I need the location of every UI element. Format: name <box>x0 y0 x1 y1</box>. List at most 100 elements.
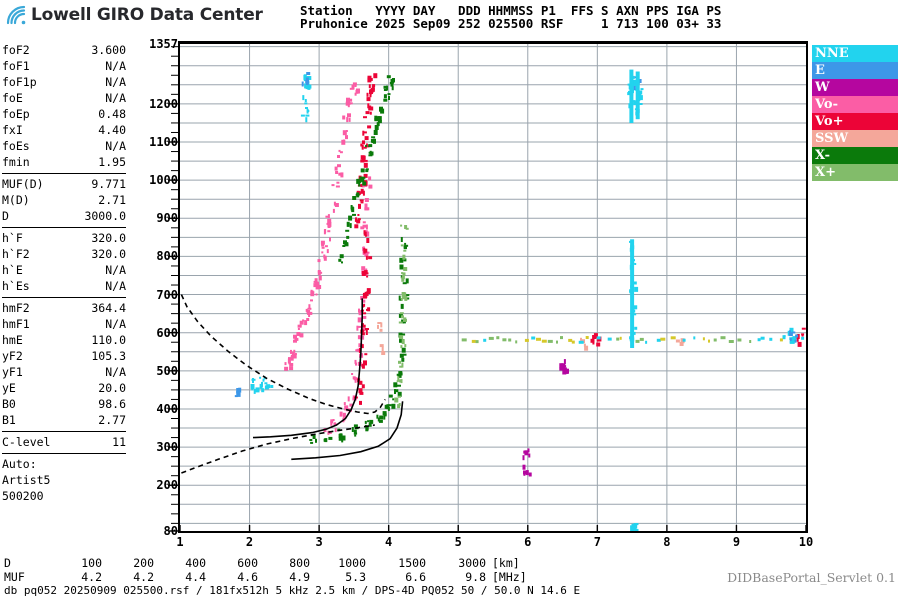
parameter-note: Artist5 <box>2 473 51 487</box>
x-tick-label: 2 <box>245 535 254 549</box>
y-tick-label: 1357 <box>149 37 178 51</box>
lower-dashed-curve <box>181 424 375 474</box>
d-muf-cell: 4.2 <box>81 570 102 584</box>
interference-bar <box>635 71 640 120</box>
d-muf-cell: 1000 <box>338 556 366 570</box>
parameter-row: MUF(D) 9.771 <box>2 176 126 192</box>
series-W <box>522 359 569 477</box>
parameter-value: N/A <box>105 365 126 379</box>
parameter-value: 1.95 <box>98 155 126 169</box>
d-muf-cell: 5.3 <box>345 570 366 584</box>
x-tick-label: 10 <box>798 535 814 549</box>
parameter-row: C-level 11 <box>2 434 126 450</box>
legend-item-e[interactable]: E <box>812 62 898 79</box>
parameter-key: h`Es <box>2 279 30 293</box>
d-muf-cell: 1500 <box>398 556 426 570</box>
parameter-key: B1 <box>2 413 16 427</box>
parameter-key: C-level <box>2 435 51 449</box>
parameter-value: 3.600 <box>91 43 126 57</box>
interference-bar <box>629 69 634 123</box>
y-tick-label: 300 <box>156 440 178 455</box>
legend-item-nne[interactable]: NNE <box>812 45 898 62</box>
d-muf-cell: 600 <box>237 556 258 570</box>
d-muf-cell: 9.8 <box>465 570 486 584</box>
parameter-row: yF2 105.3 <box>2 348 126 364</box>
parameter-value: N/A <box>105 75 126 89</box>
x-tick-label: 3 <box>315 535 323 549</box>
parameter-row: h`F 320.0 <box>2 230 126 246</box>
parameter-value: N/A <box>105 59 126 73</box>
d-muf-cell: 800 <box>289 556 310 570</box>
parameter-row: h`E N/A <box>2 262 126 278</box>
legend-item-x[interactable]: X- <box>812 147 898 164</box>
parameter-value: 9.771 <box>91 177 126 191</box>
y-tick-label: 400 <box>156 401 178 416</box>
d-muf-cell: 4.9 <box>289 570 310 584</box>
parameter-key: hmF2 <box>2 301 30 315</box>
parameter-group: MUF(D) 9.771 M(D) 2.71 D 3000.0 <box>2 173 126 225</box>
d-muf-row-label: D <box>4 556 11 570</box>
parameter-key: foF2 <box>2 43 30 57</box>
parameter-key: D <box>2 209 9 223</box>
y-tick-label: 800 <box>156 249 178 264</box>
parameter-row: yF1 N/A <box>2 364 126 380</box>
parameter-row: hmE 110.0 <box>2 332 126 348</box>
x-tick-label: 4 <box>385 535 393 549</box>
parameter-value: 364.4 <box>91 301 126 315</box>
series-NNE <box>250 74 797 531</box>
y-axis-labels: 80 200 300 400 500 600 700 800 900 1000 1100 1200 13… <box>128 37 178 538</box>
legend-item-ssw[interactable]: SSW <box>812 130 898 147</box>
parameter-row: B0 98.6 <box>2 396 126 412</box>
parameter-key: B0 <box>2 397 16 411</box>
parameter-value: N/A <box>105 91 126 105</box>
parameter-value: 3000.0 <box>84 209 126 223</box>
parameter-value: 320.0 <box>91 231 126 245</box>
parameter-key: hmF1 <box>2 317 30 331</box>
d-muf-row-label: MUF <box>4 570 25 584</box>
legend-item-vo[interactable]: Vo- <box>812 96 898 113</box>
parameter-value: 0.48 <box>98 107 126 121</box>
y-tick-label: 1000 <box>149 173 178 188</box>
ionogram-plot[interactable] <box>178 41 808 533</box>
legend-item-x[interactable]: X+ <box>812 164 898 181</box>
y-tick-label: 1100 <box>149 135 178 149</box>
parameter-row: fmin 1.95 <box>2 154 126 170</box>
parameter-key: fmin <box>2 155 30 169</box>
parameter-key: yF1 <box>2 365 23 379</box>
parameter-key: foEp <box>2 107 30 121</box>
muf-dashed-curve <box>180 294 386 415</box>
parameter-key: h`E <box>2 263 23 277</box>
x-tick-label: 7 <box>593 535 601 549</box>
parameter-value: 320.0 <box>91 247 126 261</box>
series-X <box>394 224 409 409</box>
interference-bar <box>630 525 635 531</box>
parameter-key: MUF(D) <box>2 177 44 191</box>
parameter-value: 20.0 <box>98 381 126 395</box>
parameter-value: 2.77 <box>98 413 126 427</box>
parameter-value: 98.6 <box>98 397 126 411</box>
parameter-row: foF1 N/A <box>2 58 126 74</box>
parameter-group: h`F 320.0 h`F2 320.0 h`E N/A h`Es N/A <box>2 227 126 295</box>
legend-item-vo[interactable]: Vo+ <box>812 113 898 130</box>
parameter-value: N/A <box>105 263 126 277</box>
parameter-value: 11 <box>112 435 126 449</box>
parameter-key: foF1 <box>2 59 30 73</box>
parameter-row: B1 2.77 <box>2 412 126 428</box>
x-tick-label: 9 <box>732 535 741 549</box>
parameter-row: hmF2 364.4 <box>2 300 126 316</box>
legend: NNE E W Vo- Vo+ SSW X- X+ <box>812 45 898 181</box>
legend-item-w[interactable]: W <box>812 79 898 96</box>
parameter-panel: foF2 3.600 foF1 N/A foF1p N/A foE N/A foEp 0.48 fx… <box>2 42 126 505</box>
station-header-values: Pruhonice 2025 Sep09 252 025500 RSF 1 71… <box>300 16 722 31</box>
parameter-value: 4.40 <box>98 123 126 137</box>
parameter-key: M(D) <box>2 193 30 207</box>
d-muf-unit: [km] <box>492 556 520 570</box>
y-tick-label: 200 <box>156 478 178 493</box>
parameter-value: N/A <box>105 317 126 331</box>
parameter-row: foF2 3.600 <box>2 42 126 58</box>
parameter-row: foEs N/A <box>2 138 126 154</box>
d-muf-cell: 400 <box>185 556 206 570</box>
parameter-row: hmF1 N/A <box>2 316 126 332</box>
series-X <box>309 75 410 444</box>
brand-name: Lowell GIRO Data Center <box>31 5 263 25</box>
